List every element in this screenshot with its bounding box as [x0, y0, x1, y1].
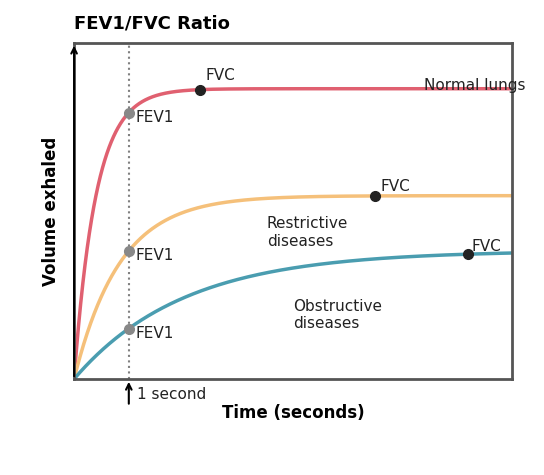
Text: FEV1: FEV1	[135, 326, 174, 341]
Text: FVC: FVC	[380, 180, 410, 194]
X-axis label: Time (seconds): Time (seconds)	[221, 404, 364, 422]
Y-axis label: Volume exhaled: Volume exhaled	[42, 136, 60, 285]
Text: FVC: FVC	[206, 68, 235, 84]
Text: Restrictive
diseases: Restrictive diseases	[267, 216, 348, 248]
Text: 1 second: 1 second	[137, 387, 206, 402]
Text: FEV1: FEV1	[135, 248, 174, 263]
Text: FVC: FVC	[472, 239, 502, 254]
Text: FEV1/FVC Ratio: FEV1/FVC Ratio	[74, 15, 230, 33]
Text: FEV1: FEV1	[135, 110, 174, 125]
Text: Obstructive
diseases: Obstructive diseases	[293, 299, 382, 331]
Text: Normal lungs: Normal lungs	[424, 78, 526, 93]
